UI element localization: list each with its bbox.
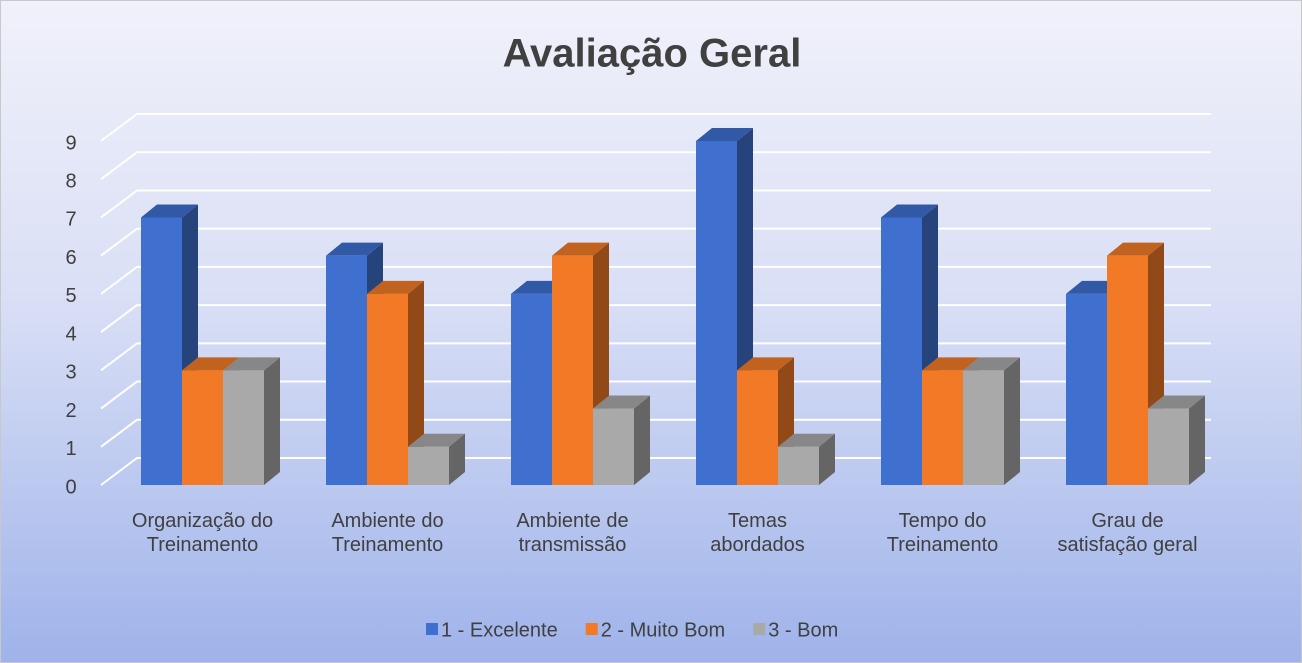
bar-top [367, 280, 424, 294]
y-tick-label: 0 [65, 476, 76, 498]
bar-top [1107, 242, 1164, 256]
bar [141, 217, 182, 485]
bar [1107, 255, 1148, 485]
bar [1148, 408, 1189, 485]
bar-top [737, 357, 794, 371]
x-tick-label: Ambiente de transmissão [516, 510, 629, 556]
grid-line [100, 113, 1211, 142]
legend-swatch [753, 623, 766, 635]
bar [552, 255, 593, 485]
legend-swatch [585, 623, 598, 635]
grid-line [100, 304, 1211, 333]
grid-line [100, 189, 1211, 219]
grid-line [100, 151, 1211, 181]
x-tick-label: Ambiente do Treinamento [331, 510, 444, 556]
bar-top [408, 433, 465, 447]
bar [963, 370, 1004, 485]
bar [1066, 293, 1107, 485]
chart-title: Avaliação Geral [503, 32, 802, 76]
y-tick-label: 8 [65, 171, 76, 193]
bar-side [819, 433, 835, 485]
bar-top [223, 357, 280, 371]
bar [696, 141, 737, 485]
y-tick-label: 2 [65, 400, 76, 422]
x-tick-label: Tempo do Treinamento [886, 510, 999, 556]
y-tick-label: 6 [65, 247, 76, 269]
y-tick-label: 3 [65, 362, 76, 384]
bar-top [141, 204, 198, 218]
y-tick-label: 1 [65, 438, 76, 460]
y-tick-label: 4 [65, 323, 76, 345]
y-tick-label: 9 [65, 132, 76, 154]
y-tick-label: 5 [65, 285, 76, 307]
bar [922, 370, 963, 485]
grid-line [100, 265, 1211, 295]
bar [367, 293, 408, 485]
bar-top [326, 242, 383, 256]
grid-line [100, 418, 1211, 448]
grid-line [100, 227, 1211, 257]
bar [593, 408, 634, 485]
bar-top [552, 242, 609, 256]
bar-top [1148, 395, 1205, 409]
bar-top [881, 204, 938, 218]
bar [326, 255, 367, 485]
legend-label: 1 - Excelente [441, 619, 558, 641]
bar [511, 293, 552, 485]
bar [778, 446, 819, 485]
x-tick-label: Grau de satisfação geral [1057, 510, 1198, 556]
grid-line [100, 380, 1211, 410]
bar-top [696, 128, 753, 141]
grid-line [100, 457, 1211, 486]
bar [182, 370, 223, 485]
legend-label: 2 - Muito Bom [601, 619, 725, 641]
bar-side [634, 395, 650, 485]
bar-side [1189, 395, 1205, 485]
bar-top [182, 357, 239, 371]
bar-top [778, 433, 835, 447]
x-tick-label: Organização do Treinamento [131, 510, 274, 556]
grid-line [100, 342, 1211, 372]
bar-side [408, 280, 424, 485]
bar-side [1004, 357, 1020, 485]
bar [223, 370, 264, 485]
bar-side [449, 433, 465, 485]
bar-top [963, 357, 1020, 371]
y-tick-label: 7 [65, 209, 76, 231]
bar [408, 446, 449, 485]
bar [737, 370, 778, 485]
legend-label: 3 - Bom [768, 619, 838, 641]
legend-swatch [426, 623, 438, 635]
x-tick-label: Temas abordados [710, 510, 805, 556]
bar-top [922, 357, 979, 371]
bar-side [264, 357, 280, 485]
bar-top [593, 395, 650, 409]
bar [881, 217, 922, 485]
